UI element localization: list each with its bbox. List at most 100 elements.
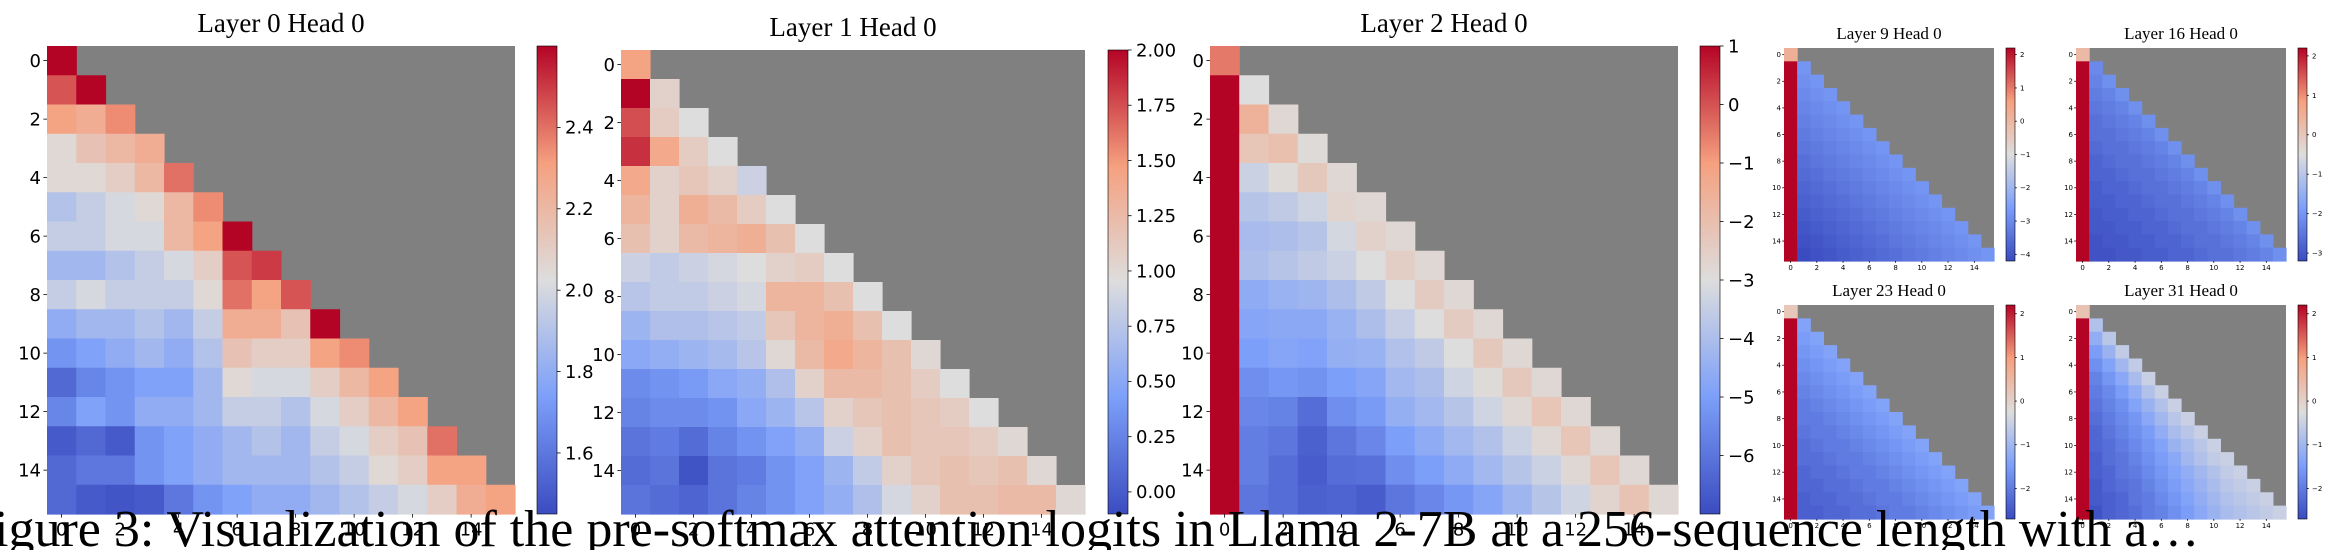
heatmap-cell — [1889, 492, 1903, 507]
heatmap-cell — [2076, 305, 2090, 319]
heatmap-cell — [998, 427, 1028, 457]
heatmap-cell — [2207, 452, 2221, 467]
heatmap-cell — [824, 282, 854, 312]
heatmap-cell — [1915, 452, 1929, 467]
y-tick-label: 12 — [1772, 211, 1781, 219]
heatmap-cell — [2102, 412, 2116, 426]
heatmap-cell — [2102, 127, 2116, 142]
heatmap-cell — [1210, 367, 1240, 398]
heatmap-cell — [1356, 280, 1387, 310]
colorbar-tick-label: −3 — [2020, 218, 2030, 226]
heatmap-cell — [1902, 438, 1916, 453]
heatmap-cell — [1849, 127, 1864, 142]
heatmap-cell — [2102, 154, 2116, 169]
heatmap-cell — [650, 195, 680, 225]
heatmap-cell — [2102, 114, 2116, 129]
heatmap-cell — [2089, 247, 2103, 262]
heatmap-cell — [621, 398, 651, 428]
colorbar — [2005, 304, 2016, 520]
heatmap-cell — [766, 340, 796, 370]
heatmap-cell — [2141, 221, 2156, 235]
colorbar-tick-label: 1.50 — [1136, 151, 1176, 172]
colorbar-tick-label: −3 — [2312, 250, 2322, 258]
heatmap-cell — [1954, 221, 1969, 235]
heatmap-cell — [2102, 167, 2116, 182]
heatmap-cell — [1502, 455, 1533, 486]
y-tick-label: 4 — [2069, 104, 2074, 112]
heatmap-cell — [2115, 438, 2130, 453]
heatmap-cell — [1239, 455, 1270, 486]
heatmap-cell — [1915, 194, 1929, 209]
heatmap-cell — [1356, 338, 1387, 369]
heatmap-cell — [2220, 465, 2235, 480]
heatmap-cell — [2128, 167, 2143, 182]
heatmap-cell — [2194, 438, 2208, 453]
heatmap-cell — [76, 455, 107, 486]
heatmap-cell — [2102, 492, 2116, 507]
heatmap-cell — [1356, 192, 1387, 223]
heatmap-cell — [164, 221, 194, 252]
heatmap-cell — [1810, 371, 1824, 386]
y-tick-label: 14 — [1772, 495, 1781, 503]
heatmap-cell — [2076, 345, 2090, 360]
heatmap-cell — [2194, 478, 2208, 493]
heatmap-cell — [1210, 75, 1240, 106]
heatmap-cell — [1849, 412, 1864, 426]
heatmap-cell — [1823, 194, 1838, 209]
colorbar-tick-label: 0.00 — [1136, 482, 1176, 503]
heatmap-cell — [2220, 234, 2235, 249]
heatmap-cell — [1836, 194, 1851, 209]
x-tick-label: 14 — [2262, 522, 2271, 530]
heatmap-cell — [76, 133, 107, 164]
heatmap-cell — [1862, 425, 1877, 440]
heatmap-cell — [1889, 412, 1903, 426]
heatmap-cell — [1875, 425, 1890, 440]
heatmap-cell — [2207, 234, 2221, 249]
heatmap-cell — [1862, 194, 1877, 209]
heatmap-cell — [1889, 438, 1903, 453]
heatmap-cell — [1810, 465, 1824, 480]
heatmap-cell — [1862, 398, 1877, 413]
y-tick-label: 14 — [2064, 237, 2073, 245]
colorbar-tick-label: 2 — [2312, 52, 2316, 60]
heatmap-cell — [1875, 154, 1890, 169]
heatmap-cell — [2089, 345, 2103, 360]
heatmap-cell — [1797, 221, 1811, 235]
heatmap-cell — [339, 338, 370, 369]
heatmap-cell — [1836, 385, 1851, 400]
y-tick-label: 0 — [1777, 308, 1781, 316]
heatmap-cell — [2076, 425, 2090, 440]
heatmap-cell — [2128, 141, 2143, 156]
heatmap-cell — [134, 133, 165, 164]
heatmap-cell — [2102, 345, 2116, 360]
heatmap-cell — [2181, 452, 2195, 467]
heatmap-cell — [882, 456, 912, 486]
heatmap-cell — [1823, 412, 1838, 426]
colorbar-tick-label: 0 — [1728, 95, 1739, 116]
heatmap-cell — [2220, 505, 2235, 520]
heatmap-cell — [47, 338, 77, 369]
heatmap-cell — [1862, 465, 1877, 480]
heatmap-cell — [1889, 234, 1903, 249]
heatmap-cell — [2115, 358, 2130, 373]
heatmap-cell — [1836, 141, 1851, 156]
heatmap-title: Layer 2 Head 0 — [1360, 8, 1527, 38]
heatmap-cell — [882, 485, 912, 515]
heatmap-cell — [1889, 167, 1903, 182]
heatmap-cell — [708, 224, 738, 254]
y-tick-label: 2 — [2069, 335, 2073, 343]
heatmap-cell — [2154, 505, 2169, 520]
heatmap-cell — [1784, 181, 1798, 196]
heatmap-cell — [2181, 221, 2195, 235]
heatmap-cell — [1928, 465, 1943, 480]
heatmap-cell — [882, 398, 912, 428]
heatmap-cell — [621, 427, 651, 457]
heatmap-cell — [2233, 221, 2248, 235]
heatmap-cell — [737, 456, 767, 486]
heatmap-cell — [1862, 505, 1877, 520]
heatmap-cell — [766, 485, 796, 515]
heatmap-cell — [2089, 371, 2103, 386]
heatmap-cell — [795, 224, 825, 254]
heatmap-cell — [134, 192, 165, 223]
heatmap-cell — [1889, 221, 1903, 235]
